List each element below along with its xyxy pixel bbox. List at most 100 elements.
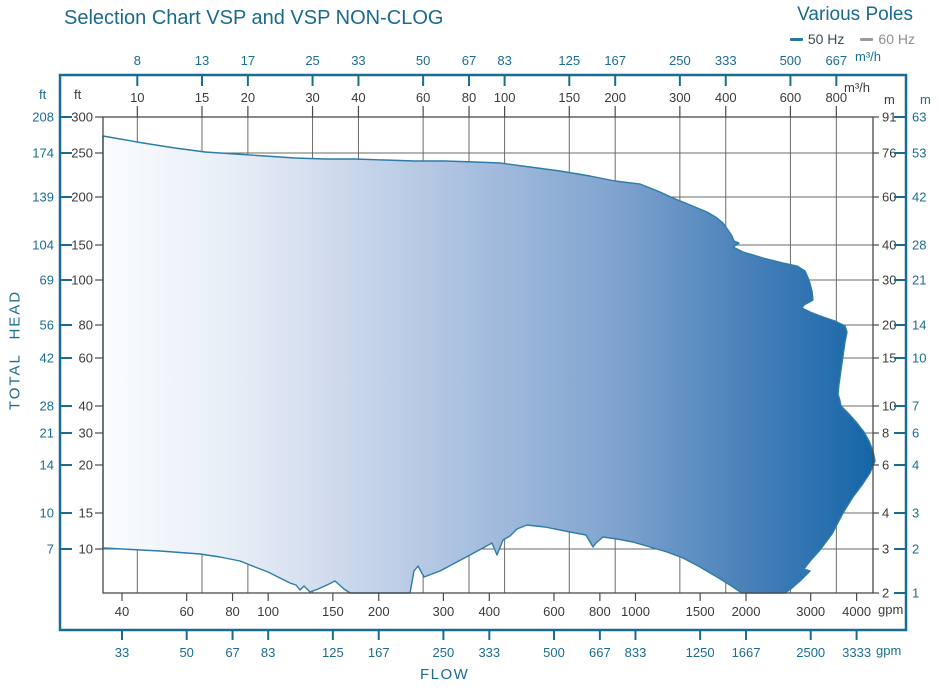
tick-label: 80 — [225, 604, 239, 619]
legend-label-60hz: 60 Hz — [878, 31, 915, 47]
tick-label: 10 — [40, 506, 54, 521]
tick-label: 3 — [912, 506, 919, 521]
tick-label: 53 — [912, 146, 926, 161]
tick-label: 10 — [130, 90, 144, 105]
tick-label: 30 — [79, 426, 93, 441]
tick-label: 833 — [625, 645, 647, 660]
axis-top-50hz — [136, 75, 838, 86]
tick-label: 69 — [40, 273, 54, 288]
tick-label: 150 — [71, 238, 93, 253]
tick-label: 500 — [780, 53, 802, 68]
axis-top-60hz — [136, 106, 837, 117]
tick-label: 10 — [79, 542, 93, 557]
tick-label: 15 — [79, 506, 93, 521]
tick-label: 28 — [912, 238, 926, 253]
tick-label: 800 — [589, 604, 611, 619]
legend-title: Various Poles — [797, 4, 913, 25]
tick-label: 17 — [241, 53, 255, 68]
axis-bottom-60hz-labels: 40 60 80 100 150 200 300 400 600 800 1000 1500 2000 3… — [115, 604, 871, 619]
tick-label: 800 — [825, 90, 847, 105]
tick-label: 2500 — [796, 645, 825, 660]
tick-label: 63 — [912, 110, 926, 125]
legend-item-50hz: 50 Hz — [789, 31, 845, 47]
tick-label: 208 — [32, 110, 54, 125]
unit-left-50hz: ft — [39, 87, 47, 102]
tick-label: 60 — [882, 190, 896, 205]
page-title: Selection Chart VSP and VSP NON-CLOG — [64, 7, 444, 29]
tick-label: 50 — [416, 53, 430, 68]
tick-label: 250 — [433, 645, 455, 660]
tick-label: 400 — [478, 604, 500, 619]
tick-label: 1 — [912, 586, 919, 601]
tick-label: 33 — [351, 53, 365, 68]
tick-label: 200 — [604, 90, 626, 105]
tick-label: 300 — [71, 110, 93, 125]
tick-label: 20 — [79, 458, 93, 473]
unit-bottom-50hz: gpm — [876, 643, 902, 658]
tick-label: 76 — [882, 146, 896, 161]
tick-label: 3 — [882, 542, 889, 557]
tick-label: 200 — [71, 190, 93, 205]
tick-label: 56 — [40, 318, 54, 333]
tick-label: 30 — [882, 273, 896, 288]
unit-right-60hz: m — [884, 92, 895, 107]
tick-label: 14 — [912, 318, 926, 333]
axis-top-60hz-labels: 10 15 20 30 40 60 80 100 150 200 300 400 600 800 — [130, 90, 847, 105]
tick-label: 200 — [368, 604, 390, 619]
tick-label: 300 — [433, 604, 455, 619]
tick-label: 139 — [32, 190, 54, 205]
tick-label: 174 — [32, 146, 54, 161]
tick-label: 104 — [32, 238, 54, 253]
tick-label: 167 — [368, 645, 390, 660]
tick-label: 667 — [589, 645, 611, 660]
tick-label: 333 — [715, 53, 737, 68]
legend-item-60hz: 60 Hz — [860, 31, 915, 47]
tick-label: 50 — [179, 645, 193, 660]
axis-bottom-50hz-labels: 33 50 67 83 125 167 250 333 500 667 833 1250 1667 250… — [115, 645, 871, 660]
axis-left-50hz — [60, 116, 72, 550]
axis-right-60hz-labels: 91 76 60 40 30 20 15 10 8 6 4 3 2 — [882, 110, 896, 601]
tick-label: 4 — [882, 506, 889, 521]
tick-label: 83 — [261, 645, 275, 660]
tick-label: 250 — [71, 146, 93, 161]
tick-label: 1500 — [686, 604, 715, 619]
tick-label: 500 — [543, 645, 565, 660]
tick-label: 600 — [543, 604, 565, 619]
tick-label: 6 — [912, 426, 919, 441]
axis-top-50hz-labels: 8 13 17 25 33 50 67 83 125 167 250 333 500 667 — [134, 53, 847, 68]
tick-label: 3333 — [842, 645, 871, 660]
tick-label: 333 — [478, 645, 500, 660]
tick-label: 30 — [305, 90, 319, 105]
tick-label: 3000 — [796, 604, 825, 619]
legend-label-50hz: 50 Hz — [807, 31, 845, 47]
tick-label: 2000 — [732, 604, 761, 619]
tick-label: 400 — [715, 90, 737, 105]
tick-label: 14 — [40, 458, 54, 473]
axis-left-60hz-labels: 300 250 200 150 100 80 60 40 30 20 15 10 — [71, 110, 93, 557]
unit-top-50hz: m³/h — [855, 49, 881, 64]
unit-bottom-60hz: gpm — [878, 602, 904, 617]
tick-label: 100 — [494, 90, 516, 105]
tick-label: 40 — [79, 399, 93, 414]
axis-left-60hz — [95, 116, 103, 550]
tick-label: 100 — [71, 273, 93, 288]
tick-label: 4 — [912, 458, 919, 473]
tick-label: 2 — [882, 586, 889, 601]
tick-label: 15 — [195, 90, 209, 105]
tick-label: 40 — [115, 604, 129, 619]
tick-label: 25 — [305, 53, 319, 68]
pump-envelope-area — [102, 135, 876, 594]
plot-border — [102, 116, 874, 594]
tick-label: 83 — [497, 53, 511, 68]
50hz-line-swatch-icon — [789, 37, 803, 41]
tick-label: 13 — [195, 53, 209, 68]
unit-left-60hz: ft — [74, 87, 82, 102]
tick-label: 15 — [882, 351, 896, 366]
axis-bottom-60hz — [121, 593, 858, 601]
tick-label: 80 — [462, 90, 476, 105]
tick-label: 10 — [882, 399, 896, 414]
tick-label: 10 — [912, 351, 926, 366]
axis-left-50hz-labels: 208 174 139 104 69 56 42 28 21 14 10 7 — [32, 110, 54, 557]
